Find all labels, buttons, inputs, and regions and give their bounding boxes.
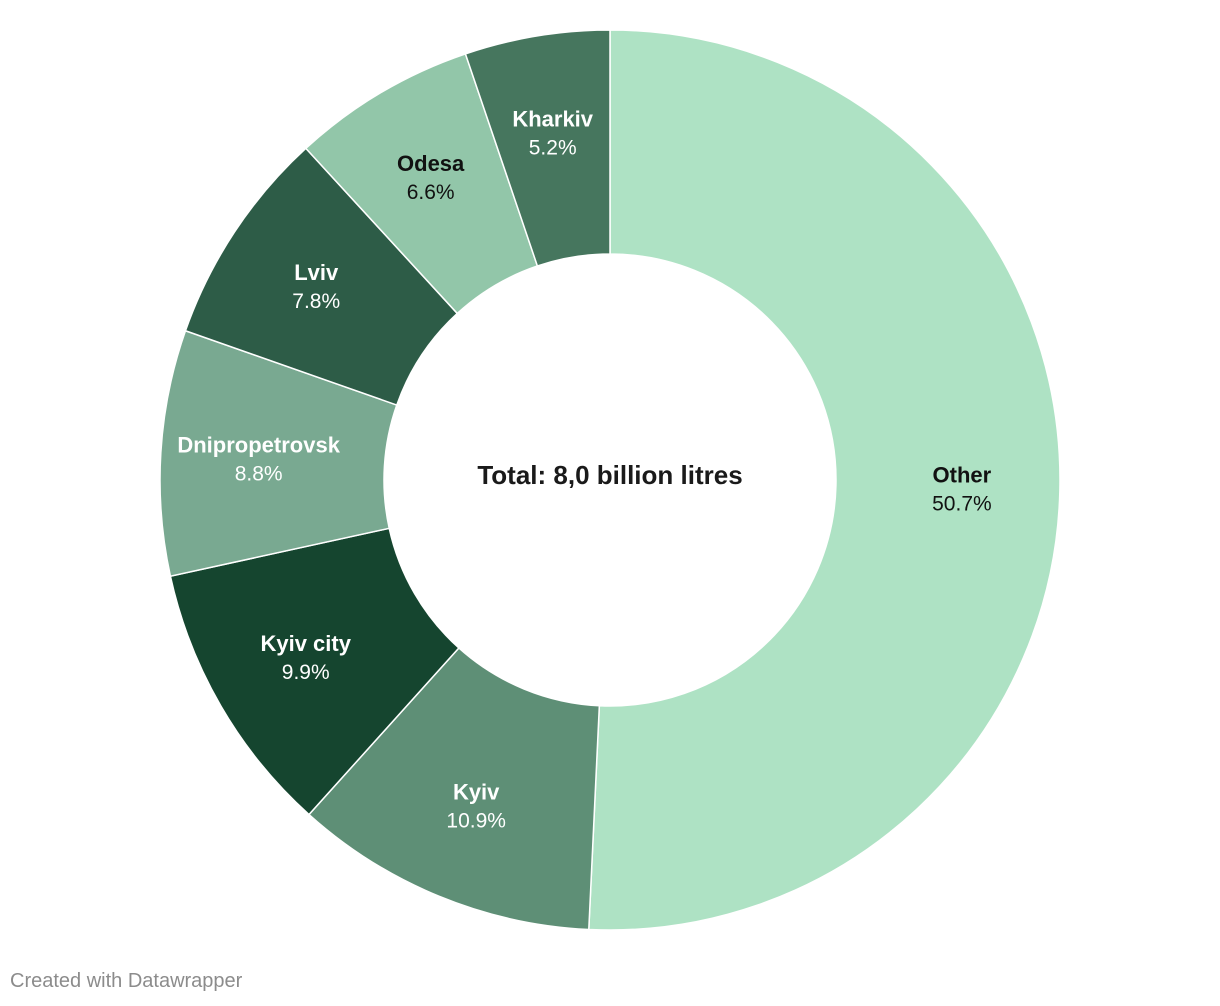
- slice-label-value: 10.9%: [446, 810, 506, 833]
- slice-label-name: Kharkiv: [512, 107, 593, 132]
- slice-label-name: Kyiv: [453, 780, 500, 805]
- donut-slice-kharkiv: [464, 29, 611, 267]
- slice-label-value: 7.8%: [292, 290, 340, 313]
- donut-slice-other: [587, 29, 1061, 931]
- slice-label-name: Kyiv city: [260, 631, 351, 656]
- slice-label-name: Dnipropetrovsk: [177, 432, 340, 457]
- slice-label-name: Lviv: [294, 260, 339, 285]
- datawrapper-credit: Created with Datawrapper: [10, 970, 243, 992]
- slice-label-value: 5.2%: [529, 137, 577, 160]
- slice-label-value: 6.6%: [407, 181, 455, 204]
- slice-label-name: Other: [933, 462, 992, 487]
- slice-label-name: Odesa: [397, 151, 465, 176]
- slice-label-value: 50.7%: [932, 492, 992, 515]
- donut-slice-kyiv: [307, 646, 601, 931]
- slice-label-value: 9.9%: [282, 661, 330, 684]
- chart-center-total: Total: 8,0 billion litres: [477, 460, 743, 490]
- donut-slice-dnipropetrovsk: [159, 329, 398, 578]
- slice-label-value: 8.8%: [235, 462, 283, 485]
